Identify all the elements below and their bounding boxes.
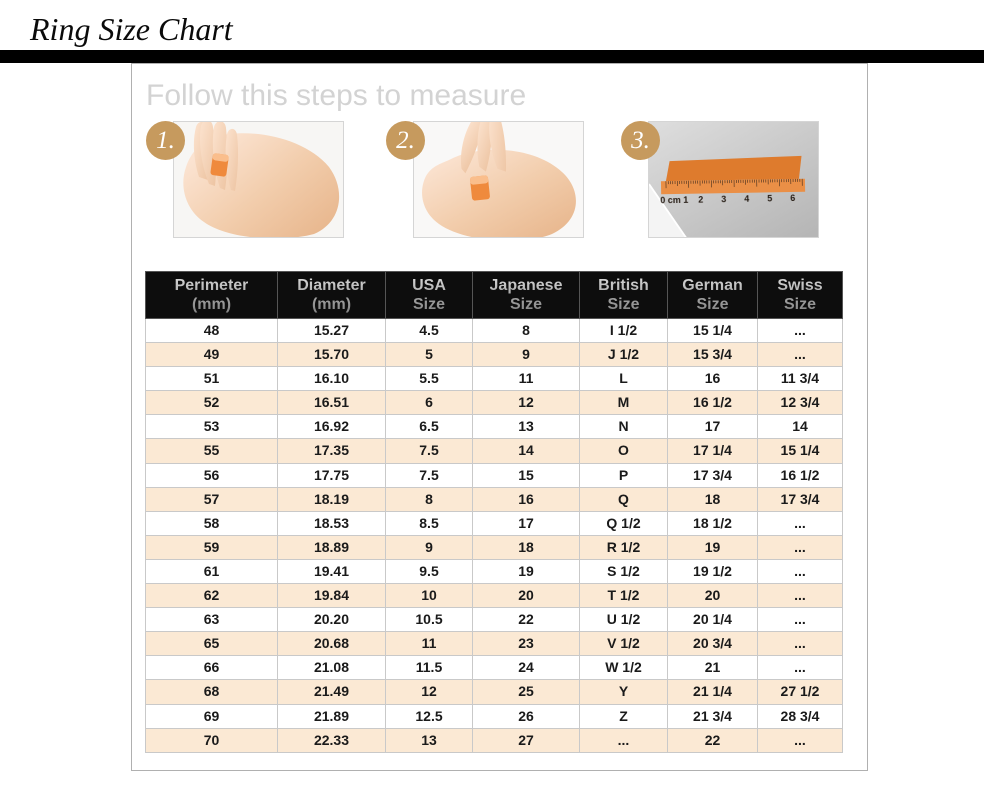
svg-text:5: 5 xyxy=(767,193,772,203)
svg-text:3: 3 xyxy=(721,194,726,204)
svg-text:4: 4 xyxy=(744,194,749,204)
svg-text:2: 2 xyxy=(698,195,703,205)
svg-text:6: 6 xyxy=(790,193,795,203)
svg-text:0 cm 1: 0 cm 1 xyxy=(660,195,688,205)
